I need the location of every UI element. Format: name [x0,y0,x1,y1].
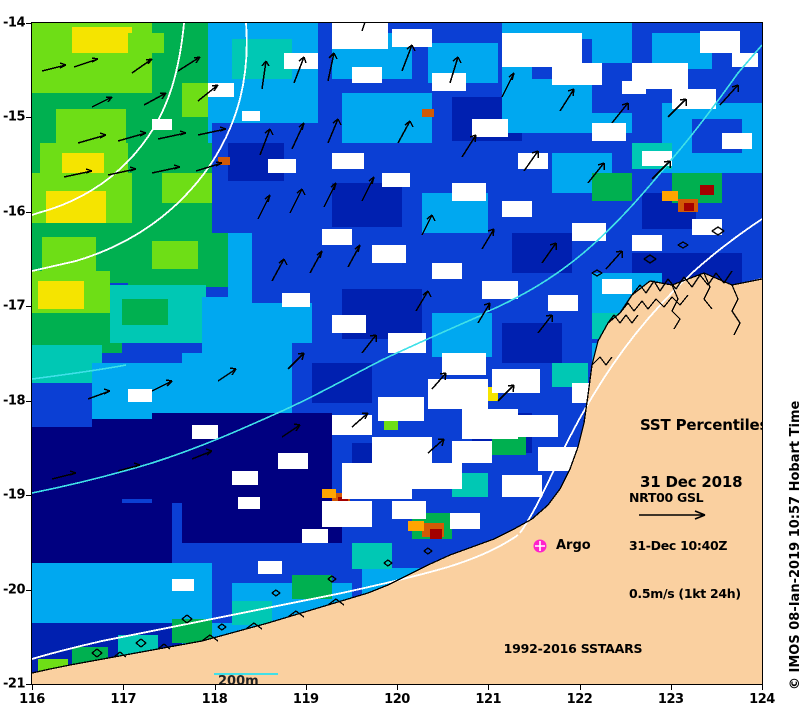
x-axis-tick-label: 122 [566,692,593,707]
y-axis-tick-label: -18 [3,393,26,409]
depth-200m-label: 200m [218,674,259,685]
current-time-label: 31-Dec 10:40Z [629,538,728,553]
argo-label: Argo [556,538,591,553]
current-info-block: NRT00 GSL 31-Dec 10:40Z 0.5m/s (1kt 24h) [629,458,741,634]
x-axis-tick-mark [215,685,216,690]
current-scale-arrow-icon [639,510,706,520]
map-subtitle: 31 Dec 2018 [640,473,743,491]
x-axis-tick-mark [123,685,124,690]
depth-contour-1000m-line [32,44,762,494]
colorbar-title: 1992-2016 SSTAARS Percentiles of SST [428,611,718,684]
credit-text: © IMOS 08-Jan-2019 10:57 Hobart Time [788,400,799,690]
y-axis-tick-mark [26,23,31,24]
y-axis-tick-label: -15 [3,109,26,125]
map-title-block: SST Percentiles 31 Dec 2018 [640,378,763,530]
x-axis-tick-mark [488,685,489,690]
colorbar-legend: 1992-2016 SSTAARS Percentiles of SST 020… [428,611,718,684]
x-axis-tick-label: 120 [384,692,410,707]
y-axis-tick-label: -17 [3,298,26,314]
argo-float-marker-icon[interactable] [532,538,548,554]
x-axis-tick-mark [671,685,672,690]
depth-contour-200m-line [32,23,762,660]
y-axis-tick-label: -19 [3,487,26,503]
y-axis-tick-mark [26,495,31,496]
y-axis-tick-mark [26,590,31,591]
y-axis-tick-mark [26,684,31,685]
x-axis-tick-label: 123 [657,692,684,707]
current-vector-extra [361,23,366,32]
y-axis-tick-label: -14 [3,15,26,31]
x-axis-tick-label: 117 [110,692,137,707]
x-axis-tick-mark [762,685,763,690]
x-axis-tick-mark [306,685,307,690]
x-axis-tick-mark [32,685,33,690]
depth-1000m-legend-swatch [214,673,278,675]
x-axis-tick-mark [397,685,398,690]
depth-contour-legend: 200m 1000m [218,637,268,685]
current-vector-arrows [41,44,739,480]
x-axis-tick-label: 118 [201,692,228,707]
y-axis-tick-label: -20 [3,582,26,598]
x-axis-tick-label: 119 [292,692,319,707]
y-axis-tick-mark [26,212,31,213]
x-axis-tick-label: 124 [749,692,775,707]
map-plot-area[interactable]: SST Percentiles 31 Dec 2018 NRT00 GSL 31… [31,22,763,685]
x-axis-tick-label: 121 [475,692,502,707]
x-axis-tick-label: 116 [19,692,45,707]
y-axis-tick-mark [26,306,31,307]
y-axis-tick-mark [26,117,31,118]
colorbar-title-line1: 1992-2016 SSTAARS [503,641,643,656]
y-axis-tick-label: -21 [3,676,26,692]
coastline [32,226,762,674]
y-axis-tick-mark [26,401,31,402]
current-scale-label: 0.5m/s (1kt 24h) [629,586,741,601]
y-axis-tick-label: -16 [3,204,26,220]
x-axis-tick-mark [580,685,581,690]
map-title: SST Percentiles [640,416,763,434]
map-raster [32,23,762,674]
current-source-label: NRT00 GSL [629,490,704,505]
